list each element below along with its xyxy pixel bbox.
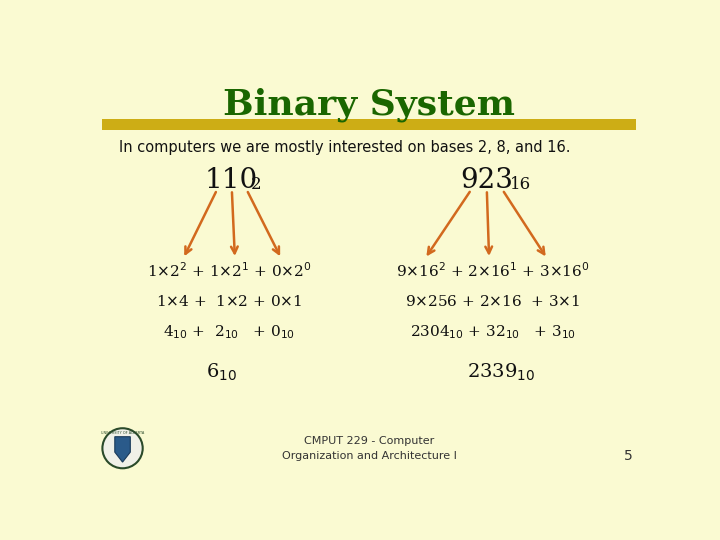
Text: 4$_{10}$ +  2$_{10}$   + 0$_{10}$: 4$_{10}$ + 2$_{10}$ + 0$_{10}$ (163, 323, 295, 341)
Polygon shape (114, 437, 130, 462)
Text: 2339$_{10}$: 2339$_{10}$ (467, 362, 535, 383)
Text: CMPUT 229 - Computer
Organization and Architecture I: CMPUT 229 - Computer Organization and Ar… (282, 436, 456, 461)
Bar (102, 119, 636, 130)
Text: 110: 110 (204, 167, 258, 194)
Text: 1$\times$2$^2$ + 1$\times$2$^1$ + 0$\times$2$^0$: 1$\times$2$^2$ + 1$\times$2$^1$ + 0$\tim… (147, 261, 312, 280)
Text: 2: 2 (251, 176, 262, 193)
Text: 6$_{10}$: 6$_{10}$ (206, 362, 238, 383)
Circle shape (102, 428, 143, 468)
Text: 5: 5 (624, 449, 633, 463)
Text: UNIVERSITY OF ALBERTA: UNIVERSITY OF ALBERTA (101, 431, 144, 435)
Text: 923: 923 (460, 167, 513, 194)
Text: In computers we are mostly interested on bases 2, 8, and 16.: In computers we are mostly interested on… (120, 140, 571, 156)
Text: 2304$_{10}$ + 32$_{10}$   + 3$_{10}$: 2304$_{10}$ + 32$_{10}$ + 3$_{10}$ (410, 323, 576, 341)
Text: Binary System: Binary System (223, 87, 515, 122)
Text: 9$\times$256 + 2$\times$16  + 3$\times$1: 9$\times$256 + 2$\times$16 + 3$\times$1 (405, 294, 580, 309)
Text: 9$\times$16$^2$ + 2$\times$16$^1$ + 3$\times$16$^0$: 9$\times$16$^2$ + 2$\times$16$^1$ + 3$\t… (396, 261, 590, 280)
Text: 16: 16 (510, 176, 531, 193)
Text: 1$\times$4 +  1$\times$2 + 0$\times$1: 1$\times$4 + 1$\times$2 + 0$\times$1 (156, 294, 302, 309)
